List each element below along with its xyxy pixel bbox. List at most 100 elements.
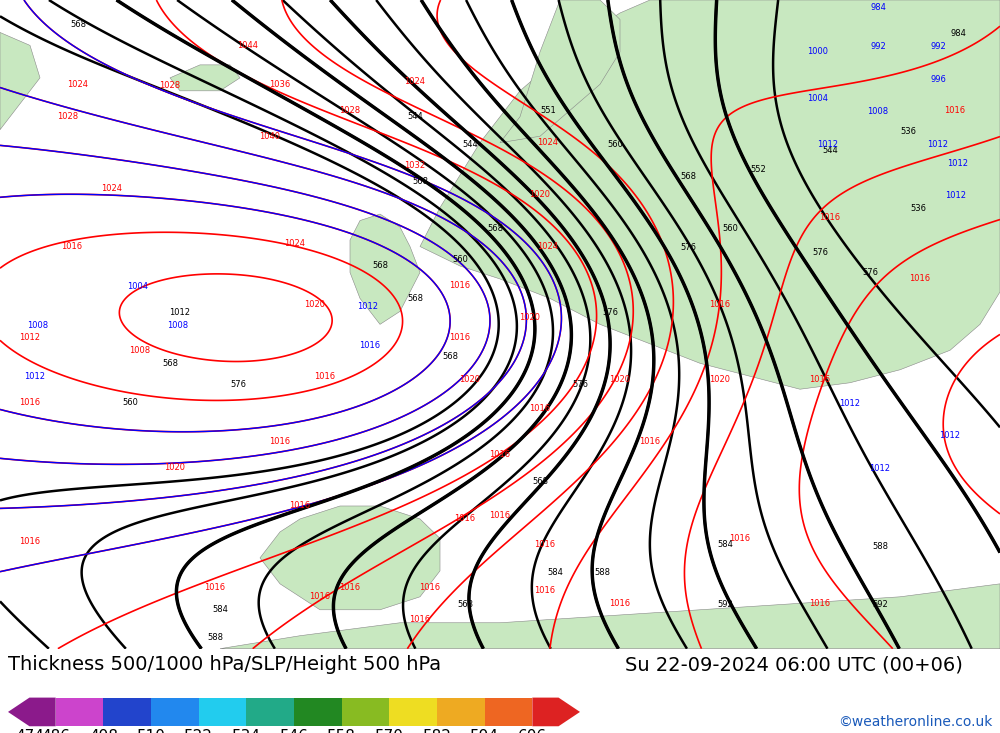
Text: 568: 568 [70, 20, 86, 29]
Text: 1016: 1016 [809, 599, 831, 608]
Text: 1016: 1016 [534, 586, 556, 594]
Polygon shape [485, 698, 532, 726]
Text: 1016: 1016 [359, 341, 381, 350]
Text: 558: 558 [327, 729, 356, 733]
Polygon shape [420, 0, 1000, 389]
Text: 1016: 1016 [19, 398, 41, 407]
Text: ©weatheronline.co.uk: ©weatheronline.co.uk [838, 715, 992, 729]
Text: 536: 536 [910, 205, 926, 213]
Text: 1028: 1028 [159, 81, 181, 90]
Text: 1016: 1016 [944, 106, 966, 115]
Text: 544: 544 [822, 146, 838, 155]
Text: 1016: 1016 [819, 213, 841, 222]
Text: 1016: 1016 [61, 242, 83, 251]
Text: 1028: 1028 [339, 106, 361, 115]
Text: 584: 584 [212, 605, 228, 614]
Text: 1016: 1016 [534, 540, 556, 550]
Text: 568: 568 [372, 262, 388, 270]
Text: 1012: 1012 [20, 333, 40, 342]
Text: 1036: 1036 [269, 80, 291, 89]
Polygon shape [260, 506, 440, 610]
Text: Su 22-09-2024 06:00 UTC (00+06): Su 22-09-2024 06:00 UTC (00+06) [625, 655, 963, 674]
Text: 534: 534 [232, 729, 261, 733]
Text: 1008: 1008 [167, 321, 189, 330]
Text: 1016: 1016 [449, 281, 471, 290]
Text: 1008: 1008 [129, 346, 151, 355]
Text: 498: 498 [89, 729, 118, 733]
Text: 1008: 1008 [27, 321, 49, 330]
Text: 592: 592 [717, 600, 733, 609]
Text: 568: 568 [442, 353, 458, 361]
Text: 552: 552 [750, 166, 766, 174]
Text: 594: 594 [470, 729, 499, 733]
Text: 568: 568 [407, 294, 423, 303]
Text: 1016: 1016 [729, 534, 751, 543]
Text: 1012: 1012 [24, 372, 46, 380]
Text: 1024: 1024 [538, 242, 558, 251]
Text: 1040: 1040 [260, 132, 280, 141]
Text: 1016: 1016 [409, 615, 431, 624]
Text: 568: 568 [412, 177, 428, 186]
Text: 560: 560 [722, 224, 738, 233]
Text: 544: 544 [407, 112, 423, 121]
Text: 606: 606 [518, 729, 547, 733]
Text: 1012: 1012 [170, 308, 190, 317]
Text: 1016: 1016 [809, 375, 831, 384]
Polygon shape [350, 214, 420, 324]
Text: 1016: 1016 [709, 301, 731, 309]
Text: 1016: 1016 [454, 515, 476, 523]
Text: 1004: 1004 [128, 282, 148, 291]
Text: 1020: 1020 [460, 375, 480, 384]
Polygon shape [532, 698, 580, 726]
Text: 570: 570 [375, 729, 404, 733]
Polygon shape [103, 698, 151, 726]
Polygon shape [170, 65, 240, 91]
Text: 568: 568 [162, 358, 178, 368]
Text: 588: 588 [594, 567, 610, 577]
Text: 1012: 1012 [948, 159, 968, 168]
Text: 1012: 1012 [928, 139, 948, 149]
Text: 584: 584 [547, 567, 563, 577]
Text: 536: 536 [900, 127, 916, 136]
Text: 588: 588 [872, 542, 888, 550]
Text: 1016: 1016 [529, 404, 551, 413]
Text: 1016: 1016 [489, 511, 511, 520]
Text: 1028: 1028 [57, 112, 79, 121]
Text: 1024: 1024 [285, 239, 306, 248]
Text: Thickness 500/1000 hPa/SLP/Height 500 hPa: Thickness 500/1000 hPa/SLP/Height 500 hP… [8, 655, 441, 674]
Text: 544: 544 [462, 139, 478, 149]
Text: 486: 486 [41, 729, 70, 733]
Text: 1024: 1024 [102, 184, 122, 193]
Text: 576: 576 [572, 380, 588, 388]
Polygon shape [8, 698, 56, 726]
Polygon shape [500, 0, 620, 143]
Text: 1012: 1012 [946, 191, 966, 200]
Text: 560: 560 [452, 255, 468, 264]
Polygon shape [246, 698, 294, 726]
Polygon shape [199, 698, 246, 726]
Text: 522: 522 [184, 729, 213, 733]
Text: 1020: 1020 [164, 463, 186, 471]
Text: 568: 568 [532, 477, 548, 486]
Text: 1012: 1012 [840, 399, 860, 408]
Polygon shape [220, 583, 1000, 649]
Text: 510: 510 [137, 729, 165, 733]
Text: 568: 568 [457, 600, 473, 609]
Text: 1016: 1016 [289, 501, 311, 510]
Text: 546: 546 [280, 729, 308, 733]
Text: 1024: 1024 [68, 80, 88, 89]
Text: 560: 560 [607, 139, 623, 149]
Text: 568: 568 [487, 224, 503, 233]
Text: 588: 588 [207, 633, 223, 641]
Text: 1016: 1016 [19, 537, 41, 546]
Text: 1020: 1020 [520, 314, 540, 323]
Text: 1024: 1024 [404, 76, 426, 86]
Text: 582: 582 [423, 729, 451, 733]
Text: 1016: 1016 [419, 583, 441, 592]
Text: 1004: 1004 [808, 94, 828, 103]
Text: 584: 584 [717, 540, 733, 550]
Text: 1024: 1024 [538, 139, 558, 147]
Polygon shape [0, 32, 40, 130]
Text: 1012: 1012 [870, 464, 891, 473]
Text: 996: 996 [930, 75, 946, 84]
